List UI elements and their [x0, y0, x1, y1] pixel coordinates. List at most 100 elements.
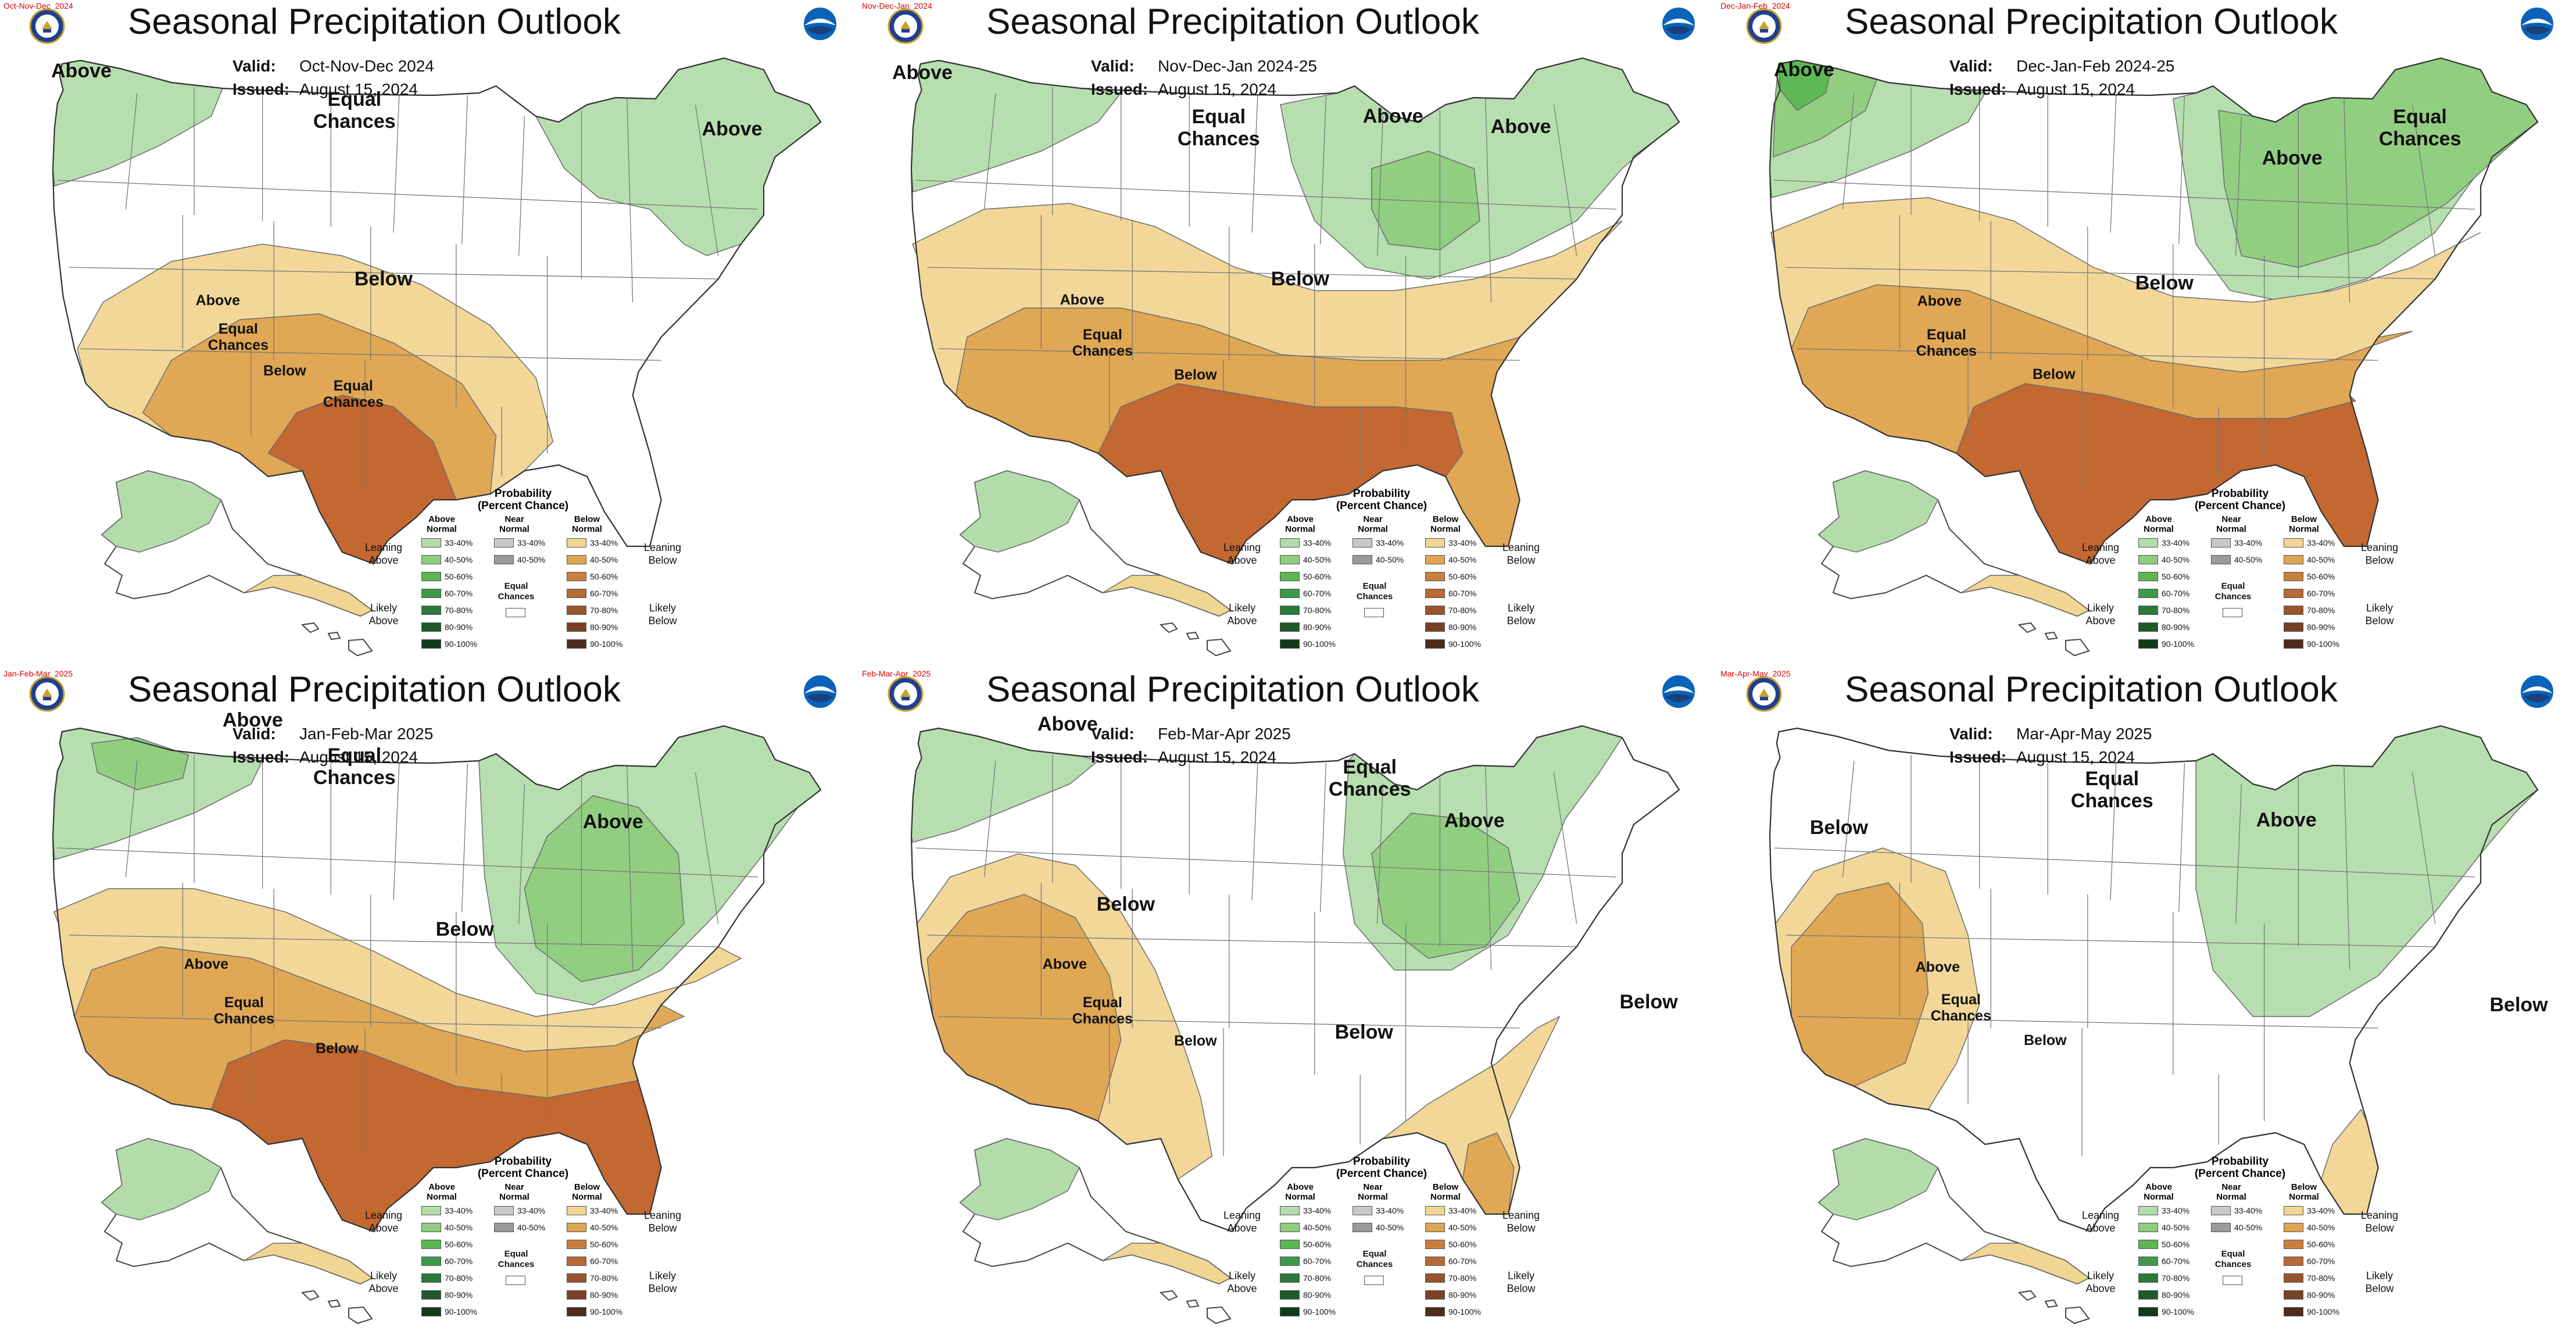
legend-bin-label: 60-70% — [2162, 1257, 2190, 1266]
legend-below-header: Below Normal — [572, 514, 602, 534]
legend-swatch-near — [2211, 1223, 2231, 1232]
legend-swatch-below — [567, 589, 586, 598]
alaska-above-area — [101, 1138, 221, 1221]
legend-bin-label: 33-40% — [517, 538, 546, 547]
probability-legend: Probability (Percent Chance) Above Normal 33… — [1219, 1155, 1544, 1330]
map-title: Seasonal Precipitation Outlook — [986, 2, 1479, 42]
region-label-ak-equal: Equal Chances — [207, 321, 269, 354]
issued-row: Issued: August 15, 2024 — [232, 80, 418, 99]
legend-swatch-below — [2284, 589, 2303, 598]
alaska-above-area — [959, 1138, 1080, 1221]
valid-row: Valid: Feb-Mar-Apr 2025 — [1091, 725, 1291, 743]
hawaii-outline — [1159, 622, 1232, 657]
doc-seal-icon — [29, 676, 65, 712]
above-probability-area — [2195, 725, 2538, 1017]
legend-leaning-below: Leaning Below — [2360, 1209, 2399, 1234]
legend-near-header: Near Normal — [499, 1182, 529, 1202]
legend-near-header: Near Normal — [2216, 514, 2246, 534]
legend-bin-label: 70-80% — [590, 606, 618, 615]
region-label-equal-chances: Equal Chances — [313, 745, 396, 789]
valid-row-label: Valid: — [1949, 725, 1993, 743]
legend-above-header: Above Normal — [2144, 1182, 2174, 1202]
doc-seal-icon — [1746, 676, 1782, 712]
legend-near-header: Near Normal — [499, 514, 529, 534]
legend-bin-label: 80-90% — [445, 622, 473, 632]
legend-bin-label: 40-50% — [2162, 555, 2190, 564]
state-borders — [915, 87, 1617, 488]
issued-row-value: August 15, 2024 — [1158, 748, 1276, 766]
region-label-ak-below: Below — [1174, 1033, 1217, 1050]
legend-swatch-below — [567, 606, 586, 615]
doc-seal-icon — [1746, 8, 1782, 44]
legend-bin-label: 33-40% — [1376, 1206, 1404, 1215]
legend-bin-label: 70-80% — [2307, 606, 2335, 615]
legend-swatch-below — [1425, 1290, 1445, 1300]
legend-bin-label: 90-100% — [1448, 1307, 1482, 1316]
legend-swatch-above — [1280, 589, 1300, 598]
legend-likely-below: Likely Below — [648, 1270, 677, 1294]
legend-leaning-below: Leaning Below — [643, 1209, 682, 1234]
coastline — [910, 725, 1680, 1233]
legend-bin-label: 33-40% — [1303, 1206, 1332, 1215]
region-label-above-nw: Above — [1773, 59, 1834, 81]
legend-bin-label: 33-40% — [445, 1206, 473, 1215]
legend-swatch-below — [2284, 572, 2303, 581]
region-label-ak-above: Above — [1915, 959, 1960, 976]
legend-swatch-below — [1425, 1223, 1445, 1232]
legend-swatch-above — [1280, 538, 1300, 547]
legend-swatch-below — [2284, 1290, 2303, 1300]
legend-swatch-above — [2138, 572, 2158, 581]
legend-swatch-below — [567, 555, 586, 564]
legend-above-header: Above Normal — [427, 514, 457, 534]
legend-bin-label: 80-90% — [2307, 622, 2335, 632]
legend-swatch-above — [421, 1257, 441, 1266]
legend-swatch-above — [421, 1290, 441, 1300]
legend-below-header: Below Normal — [1430, 514, 1461, 534]
valid-row-label: Valid: — [232, 725, 276, 743]
legend-swatch-below — [2284, 555, 2303, 564]
valid-row-value: Nov-Dec-Jan 2024-25 — [1158, 57, 1317, 75]
probability-legend: Probability (Percent Chance) Above Normal 33… — [360, 488, 686, 663]
legend-swatch-below — [2284, 538, 2303, 547]
issued-row-label: Issued: — [1091, 80, 1149, 98]
legend-swatch-equal — [506, 608, 525, 617]
legend-bin-label: 33-40% — [1376, 538, 1404, 547]
above-probability-area — [91, 737, 189, 790]
valid-row-value: Oct-Nov-Dec 2024 — [299, 57, 434, 75]
legend-swatch-below — [2284, 639, 2303, 649]
issued-row-label: Issued: — [232, 748, 290, 766]
alaska-below-area — [1102, 575, 1232, 617]
region-label-ak-equal: Equal Chances — [1072, 994, 1133, 1028]
legend-bin-label: 40-50% — [1303, 555, 1332, 564]
legend-bin-label: 50-60% — [2162, 572, 2190, 581]
region-label-below-main: Below — [435, 918, 494, 941]
alaska-below-area — [1960, 1243, 2090, 1284]
above-probability-area — [1371, 151, 1480, 250]
legend-equal-chances: Equal Chances — [1356, 581, 1393, 602]
legend-above-header: Above Normal — [427, 1182, 457, 1202]
legend-bin-label: 40-50% — [1376, 555, 1404, 564]
issued-row-value: August 15, 2024 — [2016, 80, 2135, 98]
legend-swatch-equal — [1364, 608, 1384, 617]
legend-bin-label: 60-70% — [2307, 589, 2335, 598]
legend-bin-label: 60-70% — [590, 589, 618, 598]
legend-swatch-below — [2284, 1307, 2303, 1316]
precipitation-map — [52, 57, 822, 657]
legend-bin-label: 60-70% — [1303, 1257, 1332, 1266]
coastline — [1769, 725, 2539, 1233]
legend-swatch-above — [421, 572, 441, 581]
legend-bin-label: 33-40% — [445, 538, 473, 547]
legend-bin-label: 60-70% — [1448, 1257, 1477, 1266]
region-label-equal-chances: Equal Chances — [1328, 756, 1411, 801]
doc-seal-icon — [888, 8, 924, 44]
legend-swatch-equal — [506, 1276, 525, 1285]
legend-swatch-above — [1280, 1273, 1300, 1283]
issued-row-value: August 15, 2024 — [299, 748, 418, 766]
legend-swatch-near — [494, 538, 514, 547]
legend-swatch-above — [1280, 572, 1300, 581]
doc-seal-icon — [29, 8, 65, 44]
legend-bin-label: 90-100% — [1303, 639, 1336, 649]
legend-leaning-above: Leaning Above — [364, 542, 403, 566]
legend-swatch-below — [1425, 639, 1445, 649]
hawaii-outline — [2017, 622, 2090, 657]
